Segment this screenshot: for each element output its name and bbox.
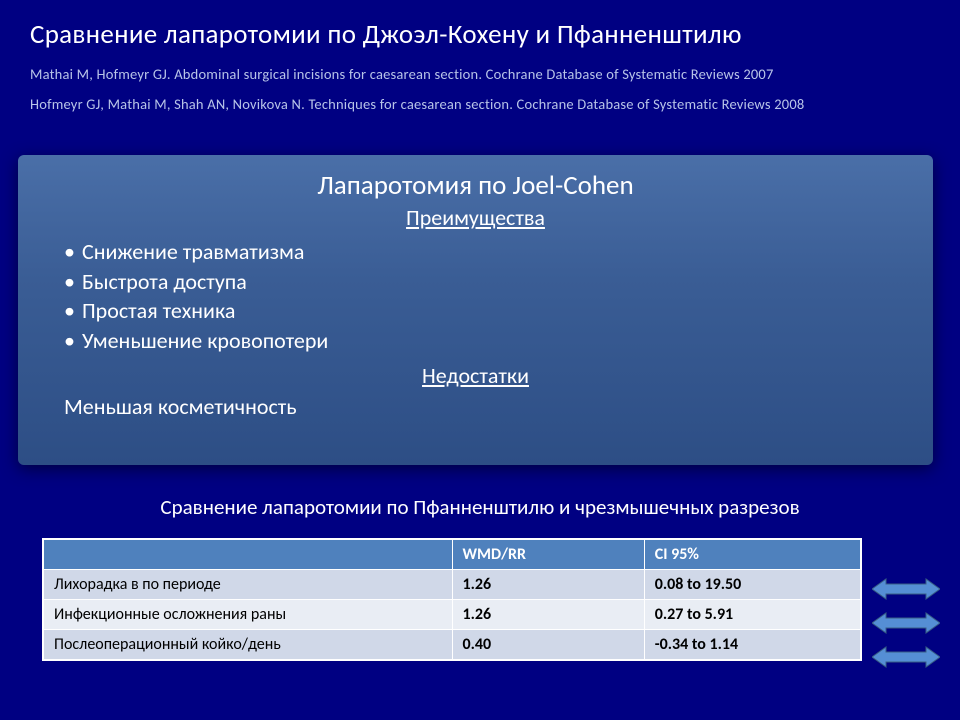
- table-row: Инфекционные осложнения раны 1.26 0.27 t…: [44, 600, 861, 630]
- row-label: Послеоперационный койко/день: [44, 630, 453, 660]
- citation-2: Hofmeyr GJ, Mathai M, Shah AN, Novikova …: [30, 95, 930, 113]
- overlay-title: Лапаротомия по Joel-Cohen: [58, 169, 893, 202]
- overlay-panel: Лапаротомия по Joel-Cohen Преимущества С…: [18, 155, 933, 465]
- disadvantages-heading: Недостатки: [58, 362, 893, 389]
- table-header: [44, 540, 453, 570]
- disadvantage-text: Меньшая косметичность: [58, 393, 893, 420]
- row-ci: -0.34 to 1.14: [644, 630, 860, 660]
- row-wmd: 0.40: [452, 630, 644, 660]
- table-header: WMD/RR: [452, 540, 644, 570]
- advantages-heading: Преимущества: [58, 204, 893, 231]
- row-label: Лихорадка в по периоде: [44, 570, 453, 600]
- double-arrow-icon: [872, 644, 940, 670]
- list-item: Снижение травматизма: [64, 237, 893, 267]
- row-wmd: 1.26: [452, 570, 644, 600]
- comparison-table: WMD/RR CI 95% Лихорадка в по периоде 1.2…: [42, 538, 862, 661]
- table-row: Лихорадка в по периоде 1.26 0.08 to 19.5…: [44, 570, 861, 600]
- subtitle: Сравнение лапаротомии по Пфанненштилю и …: [0, 494, 960, 520]
- list-item: Простая техника: [64, 296, 893, 326]
- row-wmd: 1.26: [452, 600, 644, 630]
- row-ci: 0.08 to 19.50: [644, 570, 860, 600]
- citation-1: Mathai M, Hofmeyr GJ. Abdominal surgical…: [30, 65, 930, 83]
- table-row: Послеоперационный койко/день 0.40 -0.34 …: [44, 630, 861, 660]
- advantages-list: Снижение травматизма Быстрота доступа Пр…: [58, 237, 893, 356]
- row-label: Инфекционные осложнения раны: [44, 600, 453, 630]
- list-item: Быстрота доступа: [64, 267, 893, 297]
- slide-title: Сравнение лапаротомии по Джоэл-Кохену и …: [30, 18, 930, 51]
- list-item: Уменьшение кровопотери: [64, 326, 893, 356]
- double-arrow-icon: [872, 576, 940, 602]
- table-header-row: WMD/RR CI 95%: [44, 540, 861, 570]
- table-header: CI 95%: [644, 540, 860, 570]
- row-ci: 0.27 to 5.91: [644, 600, 860, 630]
- double-arrow-icon: [872, 610, 940, 636]
